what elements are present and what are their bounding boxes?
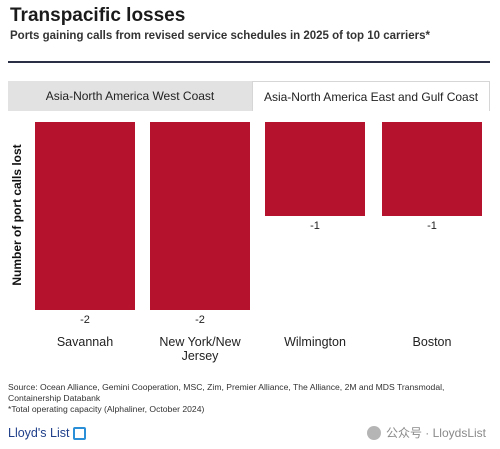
bar-savannah xyxy=(35,122,135,310)
source-text: Source: Ocean Alliance, Gemini Cooperati… xyxy=(8,382,445,403)
tab-west-coast[interactable]: Asia-North America West Coast xyxy=(8,81,252,111)
brand-logo: Lloyd's List xyxy=(8,426,87,441)
category-label-boston: Boston xyxy=(413,335,452,349)
category-label-new-york-new-jersey: New York/New Jersey xyxy=(159,335,241,363)
footnote-text: *Total operating capacity (Alphaliner, O… xyxy=(8,404,205,414)
y-axis-label: Number of port calls lost xyxy=(10,144,24,286)
wechat-icon xyxy=(366,425,381,440)
bar-wilmington xyxy=(265,122,365,216)
brand-mark-icon xyxy=(73,427,87,441)
category-label-savannah: Savannah xyxy=(57,335,113,349)
tab-west-coast-label: Asia-North America West Coast xyxy=(45,89,215,103)
bar-new-york-new-jersey xyxy=(150,122,250,310)
data-label-boston: -1 xyxy=(427,220,437,232)
source-note: Source: Ocean Alliance, Gemini Cooperati… xyxy=(8,382,492,415)
header-divider xyxy=(8,61,490,63)
data-label-new-york-new-jersey: -2 xyxy=(195,314,205,326)
watermark-text: 公众号 · LloydsList xyxy=(385,426,486,440)
chart-subtitle: Ports gaining calls from revised service… xyxy=(10,30,430,42)
data-label-savannah: -2 xyxy=(80,314,90,326)
brand-name: Lloyd's List xyxy=(8,426,70,440)
chart-title: Transpacific losses xyxy=(10,5,186,26)
bar-boston xyxy=(382,122,482,216)
watermark: 公众号 · LloydsList xyxy=(366,424,486,441)
data-label-wilmington: -1 xyxy=(310,220,320,232)
category-label-wilmington: Wilmington xyxy=(284,335,346,349)
bar-chart: -2 Savannah -2 New York/New Jersey -1 Wilmingt… xyxy=(35,122,482,363)
tab-east-gulf-coast-label: Asia-North America East and Gulf Coast xyxy=(263,89,479,104)
tab-east-gulf-coast[interactable]: Asia-North America East and Gulf Coast xyxy=(252,81,490,111)
